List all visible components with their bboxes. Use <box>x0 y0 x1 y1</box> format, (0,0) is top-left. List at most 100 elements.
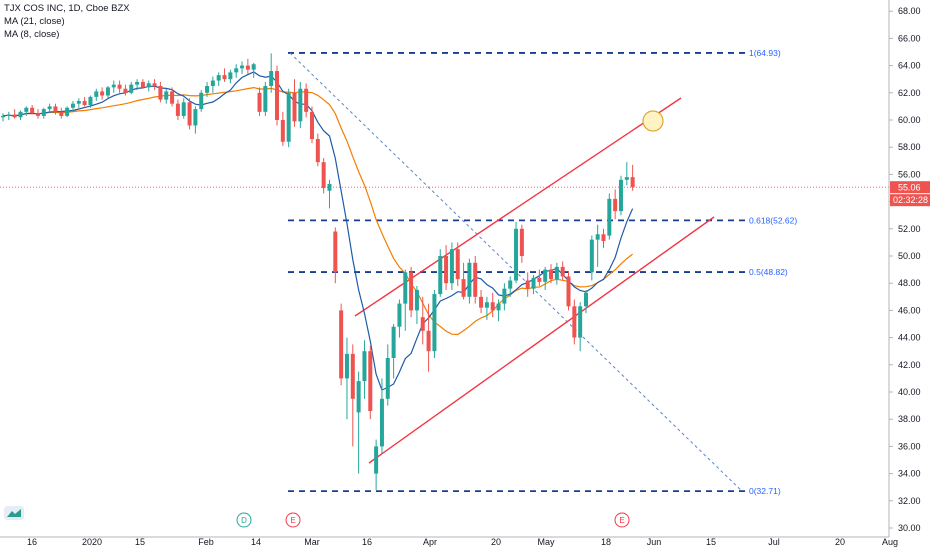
price-tick-label: 62.00 <box>898 88 921 98</box>
candle-body <box>123 88 128 93</box>
candle-body <box>467 262 472 297</box>
event-marker-d[interactable] <box>236 512 252 528</box>
candle-body <box>403 272 408 304</box>
candle-body <box>514 228 519 281</box>
candle-body <box>152 83 157 86</box>
candle-body <box>502 288 507 304</box>
candle-body <box>455 249 460 280</box>
candles <box>1 53 635 490</box>
candle-body <box>584 292 588 307</box>
candle-body <box>18 111 23 118</box>
candle-body <box>82 100 87 106</box>
candle-body <box>129 84 134 93</box>
candle-body <box>175 103 180 116</box>
candle-body <box>263 86 268 112</box>
candle-body <box>607 198 612 236</box>
candle-body <box>181 102 186 116</box>
candle-body <box>100 91 105 96</box>
price-tick-label: 32.00 <box>898 496 921 506</box>
candle-body <box>140 81 145 88</box>
time-tick-label: 18 <box>601 537 611 547</box>
drawings[interactable]: 1(64.93) 0.618(52.62) 0.5(48.82) 0(32.71) <box>0 48 889 496</box>
candle-body <box>397 303 402 327</box>
candle-body <box>379 398 384 447</box>
candle-body <box>595 234 600 240</box>
ma21-legend[interactable]: MA (21, close) <box>4 16 65 27</box>
candle-body <box>65 107 70 116</box>
price-tick-label: 38.00 <box>898 414 921 424</box>
symbol-title: TJX COS INC, 1D, Cboe BZX <box>4 3 130 14</box>
candle-body <box>170 91 175 104</box>
candle-body <box>339 310 344 379</box>
candle-body <box>1 115 5 118</box>
ma8-legend[interactable]: MA (8, close) <box>4 29 60 40</box>
candle-body <box>234 68 239 73</box>
candle-body <box>210 80 215 86</box>
candle-body <box>216 75 221 81</box>
candle-body <box>321 162 326 188</box>
price-tick-label: 40.00 <box>898 387 921 397</box>
candle-body <box>24 107 29 112</box>
candle-body <box>630 177 635 188</box>
candle-body <box>146 83 151 88</box>
candle-body <box>479 296 484 308</box>
candle-body <box>135 81 140 85</box>
candle-body <box>205 86 210 93</box>
candle-body <box>414 290 419 311</box>
logo-mark <box>7 509 21 517</box>
candle-body <box>531 277 536 289</box>
time-tick-label: Jul <box>768 537 780 547</box>
time-tick-label: Aug <box>882 537 898 547</box>
fib-level-label: 0.618(52.62) <box>749 215 797 225</box>
candle-body <box>578 306 583 338</box>
candle-body <box>70 103 75 108</box>
time-tick-label: Apr <box>423 537 437 547</box>
event-marker-e[interactable] <box>614 512 630 528</box>
candle-body <box>438 256 443 295</box>
price-tick-label: 46.00 <box>898 305 921 315</box>
fib-level-label: 0.5(48.82) <box>749 267 788 277</box>
candle-body <box>537 277 542 282</box>
candle-body <box>508 280 513 289</box>
price-tick-label: 64.00 <box>898 61 921 71</box>
time-tick-label: 2020 <box>82 537 102 547</box>
candle-body <box>519 228 524 256</box>
candle-body <box>315 139 320 163</box>
price-tick-label: 30.00 <box>898 523 921 533</box>
candle-body <box>461 279 466 297</box>
price-tick-label: 68.00 <box>898 6 921 16</box>
time-tick-label: 15 <box>135 537 145 547</box>
candle-body <box>362 351 367 382</box>
price-tick-label: 52.00 <box>898 224 921 234</box>
candle-body <box>94 91 99 97</box>
candle-body <box>566 276 571 307</box>
candle-body <box>164 91 169 100</box>
candle-body <box>309 111 314 140</box>
price-tick-label: 42.00 <box>898 360 921 370</box>
candle-body <box>292 92 297 122</box>
countdown-value: 02:32:28 <box>893 195 928 205</box>
time-tick-label: 14 <box>251 537 261 547</box>
candle-body <box>286 92 291 142</box>
candle-body <box>251 64 256 70</box>
countdown-box <box>890 194 930 207</box>
candle-body <box>327 183 332 191</box>
candle-body <box>543 269 548 282</box>
candle-body <box>432 294 437 352</box>
candle-body <box>484 302 489 308</box>
candle-body <box>560 266 565 277</box>
price-tick-label: 50.00 <box>898 251 921 261</box>
candle-body <box>420 317 425 331</box>
price-tick-label: 66.00 <box>898 33 921 43</box>
candle-body <box>105 87 110 96</box>
event-marker-e[interactable] <box>285 512 301 528</box>
candle-body <box>228 72 233 80</box>
candle-body <box>280 120 285 142</box>
price-tick-label: 48.00 <box>898 278 921 288</box>
candle-body <box>333 231 338 273</box>
candle-body <box>554 266 559 280</box>
candle-body <box>269 71 274 86</box>
fib-level-label: 1(64.93) <box>749 48 781 58</box>
